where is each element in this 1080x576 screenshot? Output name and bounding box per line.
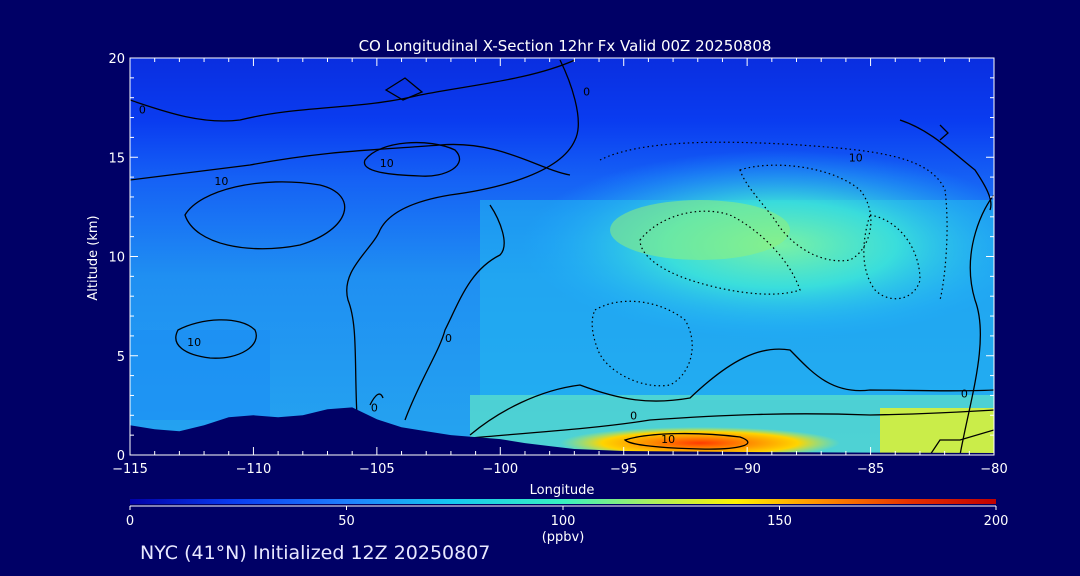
y-tick-label: 10 xyxy=(108,251,125,266)
contour-10-west-cell xyxy=(184,181,346,250)
run-info-footer: NYC (41°N) Initialized 12Z 20250807 xyxy=(140,542,491,564)
negative-contours xyxy=(591,141,948,387)
contour-east-tiny xyxy=(939,124,949,141)
colorbar-ticks: 0 50 100 150 200 xyxy=(126,506,1009,529)
contour-label: 0 xyxy=(583,86,590,99)
x-tick-label: −90 xyxy=(733,462,760,477)
upper-co-plume xyxy=(520,150,994,340)
co-field: 0 10 10 0 10 0 0 0 10 0 10 xyxy=(130,58,994,455)
neg-contour-low xyxy=(591,300,693,387)
colorbar-unit-label: (ppbv) xyxy=(542,530,585,545)
surface-co-max xyxy=(560,427,840,455)
terrain-mask xyxy=(130,407,994,455)
x-tick-label: −95 xyxy=(610,462,637,477)
colorbar-tick-label: 150 xyxy=(767,514,792,529)
neg-contour-inner xyxy=(639,210,801,295)
x-tick-label: −105 xyxy=(359,462,395,477)
contour-label: 0 xyxy=(961,387,968,400)
contour-0-trough xyxy=(346,59,579,455)
contour-label: 10 xyxy=(661,433,675,446)
y-tick-label: 15 xyxy=(108,151,125,166)
colorbar-tick-label: 50 xyxy=(338,514,355,529)
x-tick-label: −110 xyxy=(236,462,272,477)
chart-title: CO Longitudinal X-Section 12hr Fx Valid … xyxy=(359,37,772,55)
x-axis: −115 −110 −105 −100 −95 −90 −85 −80 xyxy=(112,58,1008,477)
contour-0-east xyxy=(959,194,994,455)
contour-0-terrain xyxy=(369,393,384,406)
contour-10-upper xyxy=(130,143,571,181)
contour-10-surface xyxy=(623,432,749,450)
contour-0-upper xyxy=(130,59,576,122)
contour-label: 10 xyxy=(187,336,201,349)
contour-label: 10 xyxy=(214,175,228,188)
colorbar-tick-label: 200 xyxy=(984,514,1009,529)
x-axis-label: Longitude xyxy=(530,483,595,498)
colorbar-tick-label: 100 xyxy=(551,514,576,529)
contour-0-lower xyxy=(469,348,994,436)
y-axis-label: Altitude (km) xyxy=(86,215,101,300)
contour-lines xyxy=(130,59,994,455)
upper-co-core xyxy=(610,200,790,260)
contour-label: 10 xyxy=(849,151,863,164)
contour-label: 0 xyxy=(445,332,452,345)
colorbar xyxy=(130,499,996,504)
contour-east-upper xyxy=(899,119,992,211)
x-tick-label: −100 xyxy=(482,462,518,477)
x-tick-label: −115 xyxy=(112,462,148,477)
y-tick-label: 5 xyxy=(117,350,125,365)
contour-label: 0 xyxy=(139,104,146,117)
x-tick-label: −80 xyxy=(980,462,1007,477)
contour-0-bl xyxy=(469,409,994,439)
contour-label: 0 xyxy=(371,401,378,414)
west-lowlevel xyxy=(130,330,270,420)
contour-10-central-cell xyxy=(363,142,461,177)
boundary-layer-east xyxy=(880,408,994,455)
contour-east-surface xyxy=(929,429,994,455)
y-tick-label: 0 xyxy=(117,449,125,464)
colorbar-tick-label: 0 xyxy=(126,514,134,529)
x-tick-label: −85 xyxy=(857,462,884,477)
contour-small-cell xyxy=(384,77,424,101)
contour-label: 10 xyxy=(380,157,394,170)
y-axis: 0 5 10 15 20 xyxy=(108,52,994,464)
y-tick-label: 20 xyxy=(108,52,125,67)
contour-10-lowwest xyxy=(175,319,257,359)
contour-0-central xyxy=(404,204,505,421)
neg-contour-core xyxy=(739,164,872,262)
contour-labels: 0 10 10 0 10 0 0 0 10 0 10 xyxy=(139,86,968,446)
contour-label: 0 xyxy=(630,409,637,422)
